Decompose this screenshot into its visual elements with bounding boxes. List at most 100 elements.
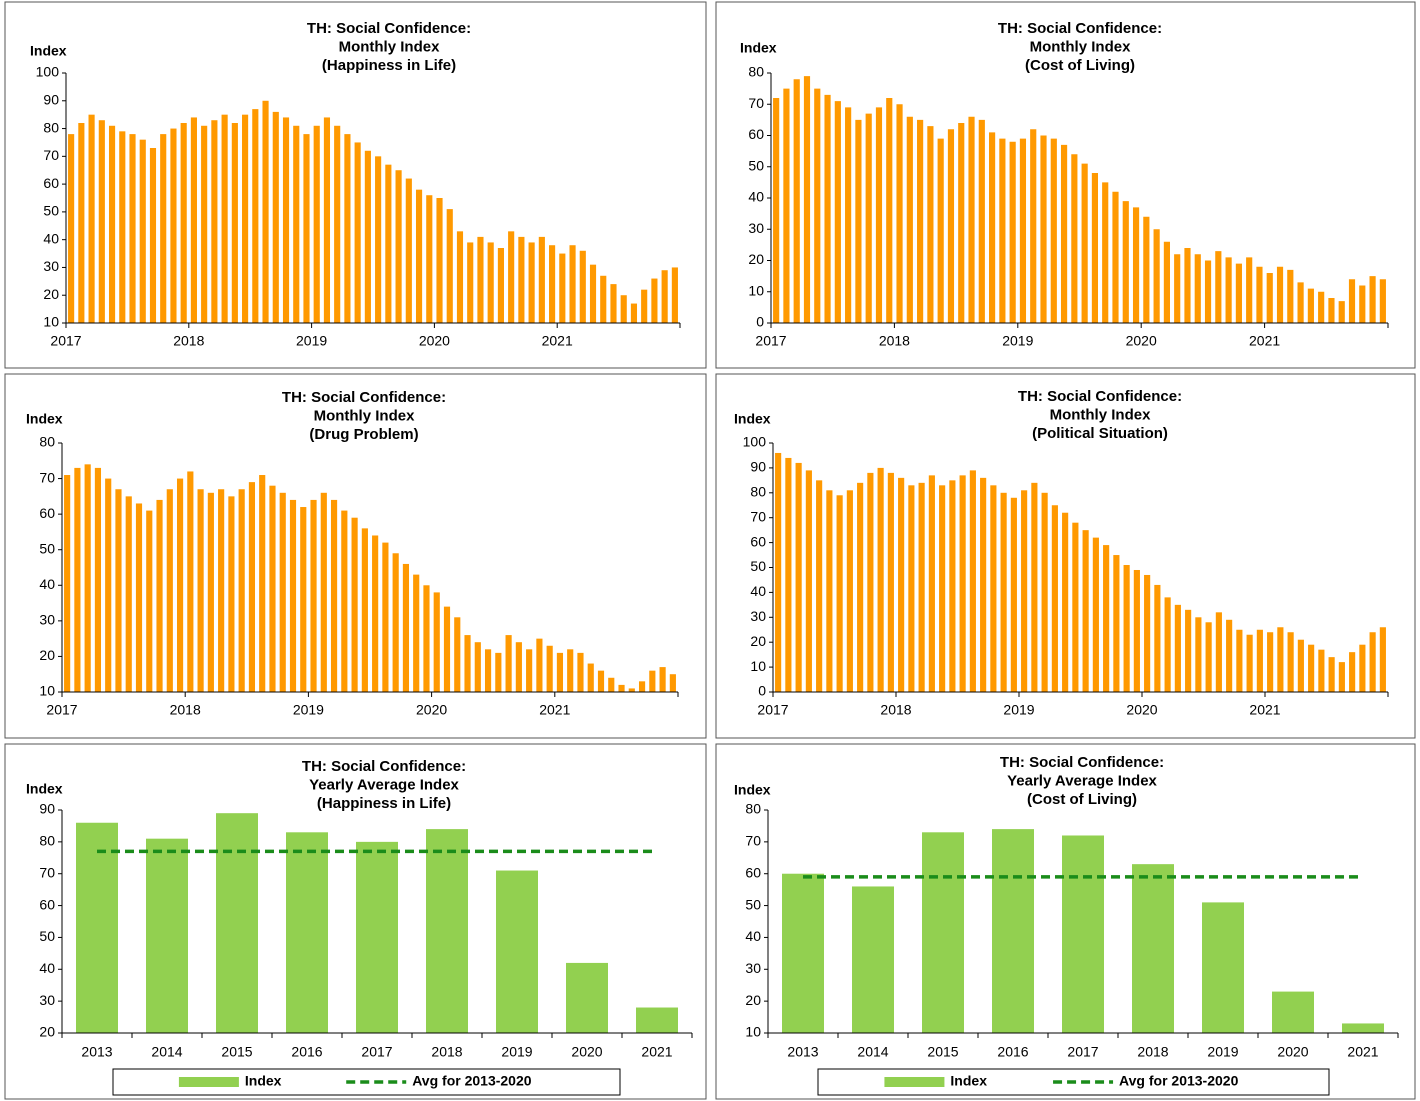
- bar: [785, 457, 792, 692]
- y-axis-label: Index: [26, 781, 63, 797]
- x-tick-label: 2021: [539, 702, 570, 718]
- bar: [248, 482, 256, 692]
- bar: [1122, 201, 1129, 323]
- x-tick-label: 2015: [927, 1044, 958, 1060]
- bar: [1328, 657, 1335, 692]
- bar: [1297, 282, 1304, 323]
- x-tick-label: 2021: [1249, 702, 1280, 718]
- bar: [487, 242, 494, 323]
- bar: [566, 962, 608, 1033]
- legend-label: Index: [245, 1073, 282, 1089]
- bar: [372, 535, 379, 692]
- y-tick-label: 100: [36, 64, 60, 80]
- bar: [1308, 644, 1315, 692]
- bar: [84, 464, 91, 692]
- bar: [958, 123, 965, 323]
- bar: [1202, 902, 1244, 1033]
- bar: [1272, 991, 1314, 1033]
- bar: [436, 198, 443, 323]
- x-tick-label: 2021: [1347, 1044, 1378, 1060]
- bar: [549, 245, 556, 323]
- bar: [1349, 652, 1356, 692]
- bar: [1153, 229, 1160, 323]
- bar: [579, 250, 586, 323]
- x-tick-label: 2018: [431, 1044, 462, 1060]
- bar: [405, 178, 412, 323]
- bar: [1215, 251, 1222, 323]
- bar: [1082, 530, 1089, 692]
- bar: [303, 134, 310, 323]
- bar: [795, 462, 802, 692]
- bar: [129, 134, 136, 323]
- bar: [1348, 279, 1356, 323]
- bar: [980, 477, 987, 692]
- bar: [201, 125, 208, 324]
- bar: [1154, 584, 1161, 692]
- bar: [180, 123, 187, 323]
- bar: [1256, 629, 1263, 692]
- bar: [1040, 135, 1047, 323]
- y-tick-label: 50: [748, 157, 764, 173]
- bar: [638, 681, 646, 692]
- y-tick-label: 0: [758, 683, 766, 699]
- bar: [877, 467, 884, 692]
- x-tick-label: 2016: [291, 1044, 322, 1060]
- bar: [782, 873, 824, 1033]
- bar: [94, 467, 102, 692]
- bar: [610, 284, 617, 323]
- bar: [1328, 298, 1335, 323]
- bar: [1009, 141, 1016, 323]
- y-tick-label: 60: [39, 505, 55, 521]
- bar: [286, 832, 328, 1033]
- bar: [269, 485, 276, 692]
- bar: [216, 813, 258, 1033]
- x-tick-label: 2013: [787, 1044, 818, 1060]
- bar: [824, 94, 831, 323]
- bar: [323, 117, 331, 323]
- x-tick-label: 2018: [173, 333, 204, 349]
- bar: [636, 1007, 678, 1033]
- bar: [170, 128, 177, 323]
- x-tick-label: 2019: [293, 702, 324, 718]
- bar: [1071, 154, 1078, 323]
- y-tick-label: 20: [39, 647, 55, 663]
- bar: [149, 148, 157, 323]
- bar: [1318, 291, 1325, 323]
- bar: [356, 841, 398, 1033]
- y-tick-label: 40: [745, 928, 761, 944]
- bar: [1287, 632, 1294, 692]
- bar: [947, 129, 955, 323]
- bar: [990, 485, 997, 692]
- bar: [1103, 545, 1110, 692]
- bar: [139, 139, 146, 323]
- y-tick-label: 70: [750, 508, 766, 524]
- bar: [1226, 619, 1233, 692]
- bar: [467, 242, 474, 323]
- bar: [556, 652, 564, 692]
- bar: [207, 492, 214, 692]
- chart-title: (Happiness in Life): [322, 57, 456, 74]
- bar: [1000, 492, 1007, 692]
- chart-title: (Drug Problem): [309, 426, 418, 443]
- bar: [845, 107, 852, 323]
- y-tick-label: 30: [43, 258, 59, 274]
- bar: [259, 475, 266, 692]
- bar: [76, 822, 118, 1033]
- bar: [1051, 505, 1058, 692]
- bar: [484, 649, 492, 692]
- bar: [886, 98, 893, 323]
- x-tick-label: 2019: [1002, 333, 1033, 349]
- y-tick-label: 80: [750, 484, 766, 500]
- y-tick-label: 70: [39, 469, 55, 485]
- bar: [497, 248, 504, 323]
- y-tick-label: 90: [750, 459, 766, 475]
- bar: [88, 114, 95, 324]
- bar: [1195, 617, 1202, 692]
- legend-label: Index: [950, 1073, 987, 1089]
- y-tick-label: 20: [748, 251, 764, 267]
- bar: [671, 267, 678, 323]
- y-tick-label: 50: [745, 896, 761, 912]
- bar: [917, 119, 924, 323]
- bar: [538, 236, 545, 323]
